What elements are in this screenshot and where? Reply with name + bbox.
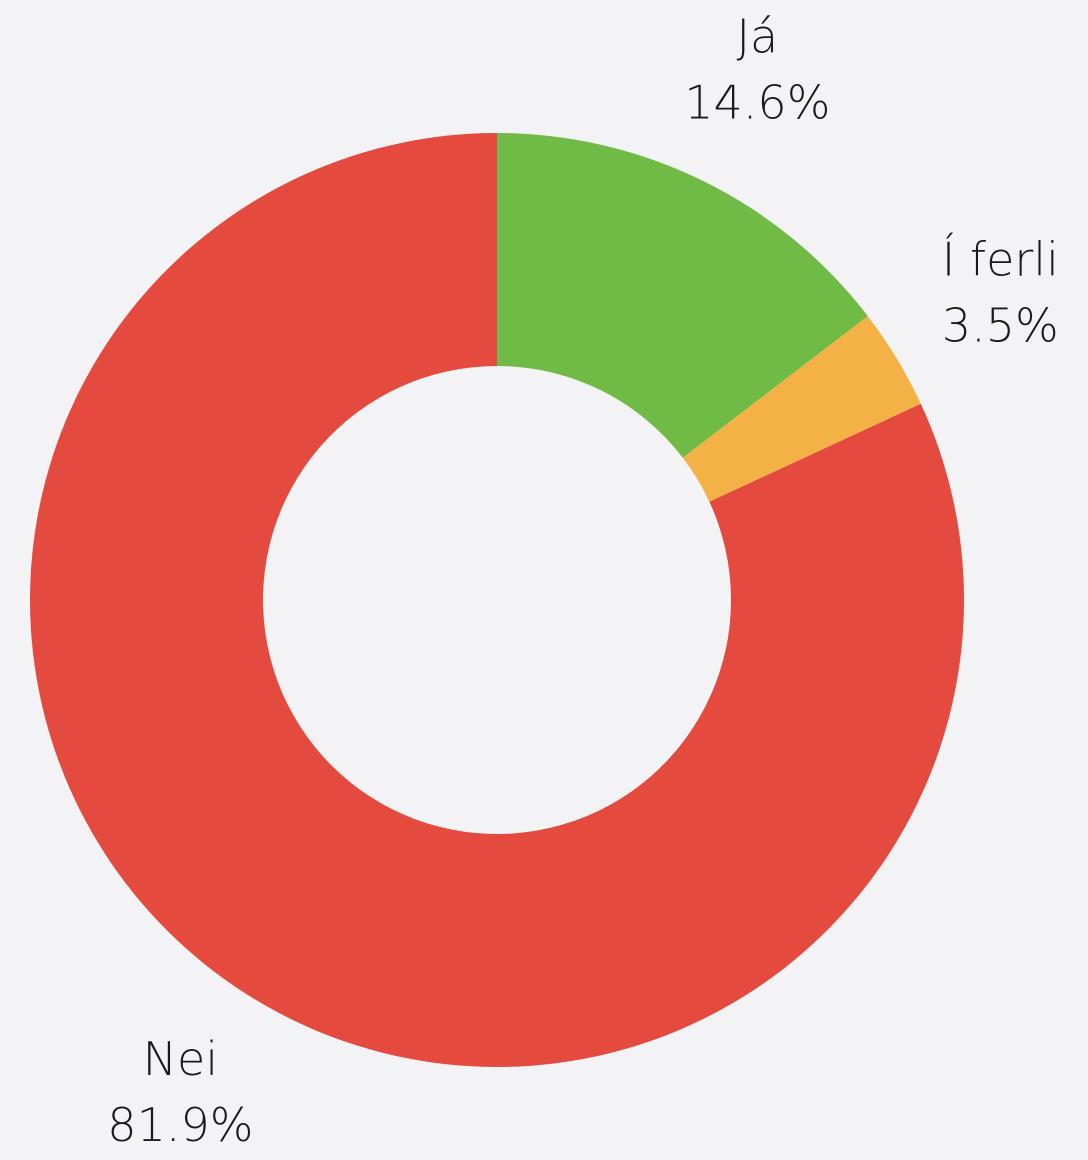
segment-value: 81.9% xyxy=(107,1098,253,1152)
segment-label: Í ferli xyxy=(942,232,1059,286)
donut-segment xyxy=(682,316,921,502)
segment-value: 3.5% xyxy=(942,298,1059,352)
segment-label: Nei xyxy=(143,1032,219,1086)
segment-label: Já xyxy=(736,9,778,63)
donut-segment xyxy=(29,133,964,1067)
segment-value: 14.6% xyxy=(684,75,830,129)
donut-segment xyxy=(497,133,868,458)
